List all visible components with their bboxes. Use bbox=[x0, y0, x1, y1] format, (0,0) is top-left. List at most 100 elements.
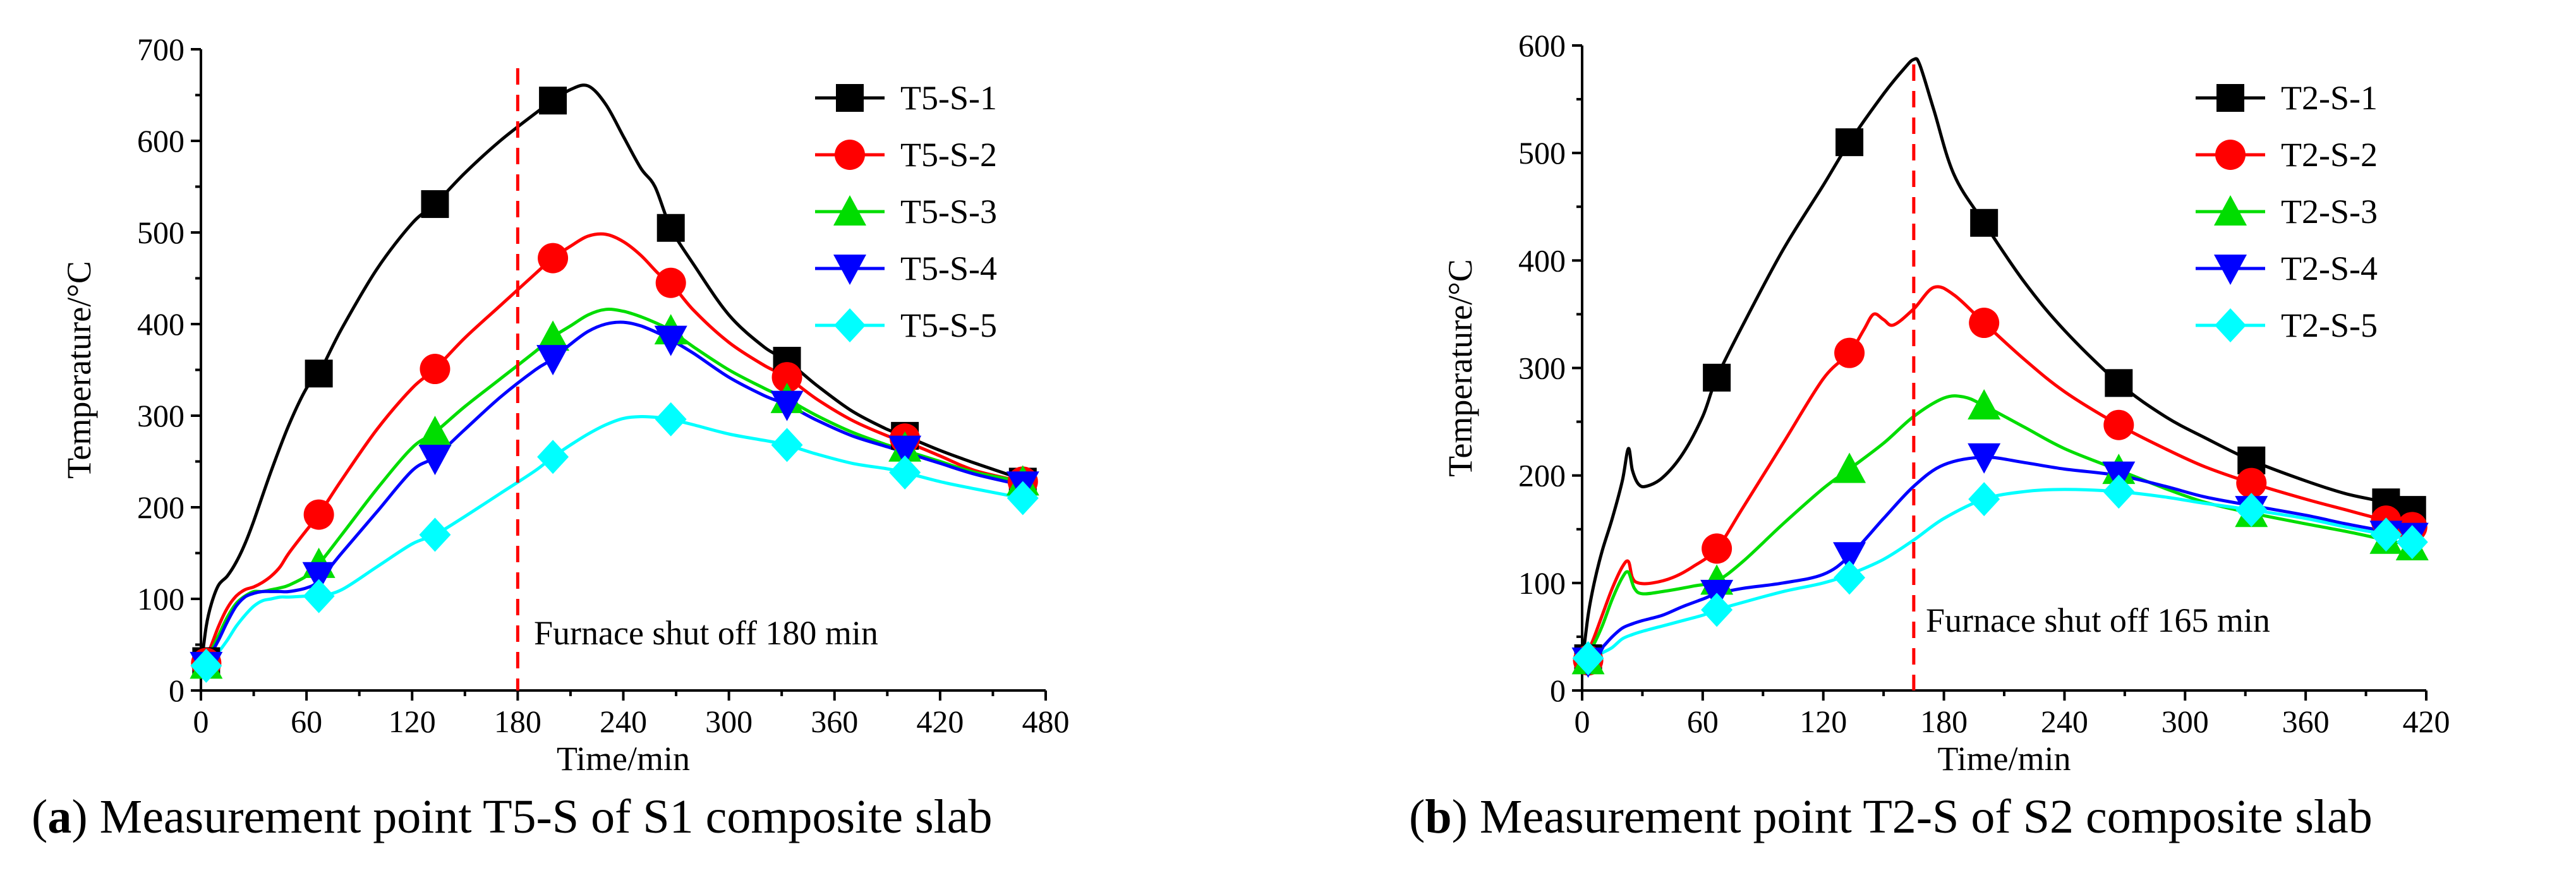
y-tick-label: 400 bbox=[1518, 243, 1566, 278]
y-tick-label: 300 bbox=[1518, 351, 1566, 386]
y-tick-label: 600 bbox=[1518, 28, 1566, 63]
caption-prefix: ( bbox=[1409, 790, 1425, 843]
legend-label: T2-S-1 bbox=[2281, 79, 2378, 117]
data-point-T2-S-1 bbox=[1835, 128, 1864, 157]
data-point-T2-S-1 bbox=[2105, 369, 2133, 397]
data-point-T5-S-3 bbox=[418, 416, 452, 447]
caption-text: ) Measurement point T2-S of S2 composite… bbox=[1452, 790, 2373, 843]
y-axis-title: Temperature/°C bbox=[1441, 259, 1479, 477]
data-point-T5-S-4 bbox=[418, 445, 452, 476]
data-point-T5-S-3 bbox=[536, 320, 570, 351]
x-tick-label: 60 bbox=[1687, 704, 1719, 739]
data-point-T5-S-4 bbox=[302, 562, 336, 593]
data-point-T5-S-2 bbox=[538, 243, 569, 274]
legend-label: T2-S-5 bbox=[2281, 306, 2378, 344]
y-tick-label: 500 bbox=[137, 215, 184, 250]
furnace-shutoff-annotation: Furnace shut off 165 min bbox=[1926, 601, 2270, 639]
data-point-T2-S-5 bbox=[2370, 517, 2402, 552]
data-point-T2-S-5 bbox=[1701, 593, 1733, 627]
data-point-T2-S-5 bbox=[2396, 525, 2428, 560]
legend-label: T2-S-4 bbox=[2281, 250, 2378, 287]
data-point-T2-S-5 bbox=[1572, 641, 1604, 675]
data-point-T2-S-2 bbox=[2103, 409, 2134, 440]
data-point-T5-S-2 bbox=[655, 267, 686, 298]
x-tick-label: 420 bbox=[2403, 704, 2450, 739]
data-point-T2-S-3 bbox=[1833, 452, 1866, 483]
furnace-shutoff-annotation: Furnace shut off 180 min bbox=[534, 614, 878, 652]
data-point-T2-S-1 bbox=[1703, 363, 1731, 392]
x-tick-label: 0 bbox=[1575, 704, 1590, 739]
x-tick-label: 120 bbox=[1799, 704, 1847, 739]
legend-marker-T2-S-3 bbox=[2214, 195, 2247, 226]
data-point-T2-S-5 bbox=[1968, 482, 2000, 517]
x-tick-label: 420 bbox=[916, 704, 964, 739]
legend-marker-T5-S-1 bbox=[836, 84, 864, 112]
data-point-T5-S-5 bbox=[419, 517, 451, 552]
data-point-T5-S-1 bbox=[539, 87, 567, 115]
data-point-T2-S-3 bbox=[1968, 389, 2001, 420]
legend-label: T2-S-2 bbox=[2281, 136, 2378, 174]
legend-label: T2-S-3 bbox=[2281, 193, 2378, 231]
y-tick-label: 400 bbox=[137, 306, 184, 342]
chart-caption: (a) Measurement point T5-S of S1 composi… bbox=[32, 790, 993, 843]
x-tick-label: 240 bbox=[600, 704, 647, 739]
y-tick-label: 100 bbox=[1518, 565, 1566, 601]
x-tick-label: 300 bbox=[705, 704, 753, 739]
legend-label: T5-S-1 bbox=[900, 79, 997, 117]
x-tick-label: 60 bbox=[291, 704, 322, 739]
series-line-T2-S-4 bbox=[1581, 455, 2413, 665]
legend-marker-T2-S-5 bbox=[2215, 308, 2246, 342]
legend-marker-T5-S-5 bbox=[834, 308, 866, 342]
data-point-T5-S-2 bbox=[303, 499, 334, 530]
data-point-T2-S-5 bbox=[2235, 493, 2268, 527]
legend-marker-T2-S-2 bbox=[2215, 140, 2246, 170]
data-point-T2-S-2 bbox=[2236, 467, 2267, 498]
x-tick-label: 120 bbox=[389, 704, 436, 739]
data-point-T5-S-4 bbox=[888, 435, 922, 466]
caption-letter: a bbox=[47, 790, 71, 843]
y-tick-label: 500 bbox=[1518, 135, 1566, 171]
caption-text: ) Measurement point T5-S of S1 composite… bbox=[71, 790, 992, 843]
legend-marker-T2-S-1 bbox=[2216, 84, 2244, 112]
data-point-T5-S-4 bbox=[770, 390, 804, 421]
y-tick-label: 200 bbox=[1518, 458, 1566, 493]
y-tick-label: 0 bbox=[169, 673, 184, 708]
data-point-T5-S-5 bbox=[190, 648, 222, 683]
data-point-T5-S-1 bbox=[656, 214, 685, 242]
legend-marker-T5-S-4 bbox=[833, 255, 866, 285]
legend-label: T5-S-2 bbox=[900, 136, 997, 174]
data-point-T2-S-5 bbox=[2103, 474, 2135, 509]
data-point-T2-S-2 bbox=[1969, 308, 2000, 339]
data-point-T2-S-4 bbox=[1833, 542, 1866, 573]
data-point-T5-S-5 bbox=[771, 428, 803, 462]
y-tick-label: 0 bbox=[1550, 673, 1566, 708]
y-axis-title: Temperature/°C bbox=[60, 261, 98, 479]
series-line-T2-S-5 bbox=[1581, 488, 2413, 665]
y-tick-label: 700 bbox=[137, 32, 184, 67]
chart-a: 0 60 120 180 240 300 360 420 480 0 100 200 300 400 500… bbox=[32, 32, 1070, 843]
legend-marker-T5-S-2 bbox=[835, 140, 865, 170]
caption-letter: b bbox=[1425, 790, 1451, 843]
data-point-T5-S-1 bbox=[305, 359, 333, 388]
data-point-T2-S-2 bbox=[1834, 337, 1865, 368]
y-tick-label: 100 bbox=[137, 581, 184, 617]
chart-caption: (b) Measurement point T2-S of S2 composi… bbox=[1409, 790, 2373, 843]
data-point-T5-S-4 bbox=[536, 345, 570, 376]
data-point-T5-S-5 bbox=[537, 440, 569, 474]
legend-label: T5-S-4 bbox=[900, 250, 997, 287]
chart-b: 0 60 120 180 240 300 360 420 0 100 200 300 400 500 600… bbox=[1409, 28, 2450, 843]
x-axis-title: Time/min bbox=[557, 740, 690, 778]
x-tick-label: 360 bbox=[811, 704, 858, 739]
legend-marker-T5-S-3 bbox=[833, 195, 866, 226]
data-point-T5-S-2 bbox=[420, 354, 450, 385]
x-axis-title: Time/min bbox=[1937, 740, 2071, 778]
x-tick-label: 360 bbox=[2282, 704, 2330, 739]
x-tick-label: 180 bbox=[494, 704, 541, 739]
legend-label: T5-S-3 bbox=[900, 193, 997, 231]
data-point-T5-S-1 bbox=[421, 190, 449, 219]
series-line-T5-S-5 bbox=[200, 414, 1024, 669]
y-tick-label: 300 bbox=[137, 398, 184, 433]
data-point-T2-S-4 bbox=[1968, 443, 2001, 474]
series-line-T2-S-1 bbox=[1580, 57, 2413, 664]
